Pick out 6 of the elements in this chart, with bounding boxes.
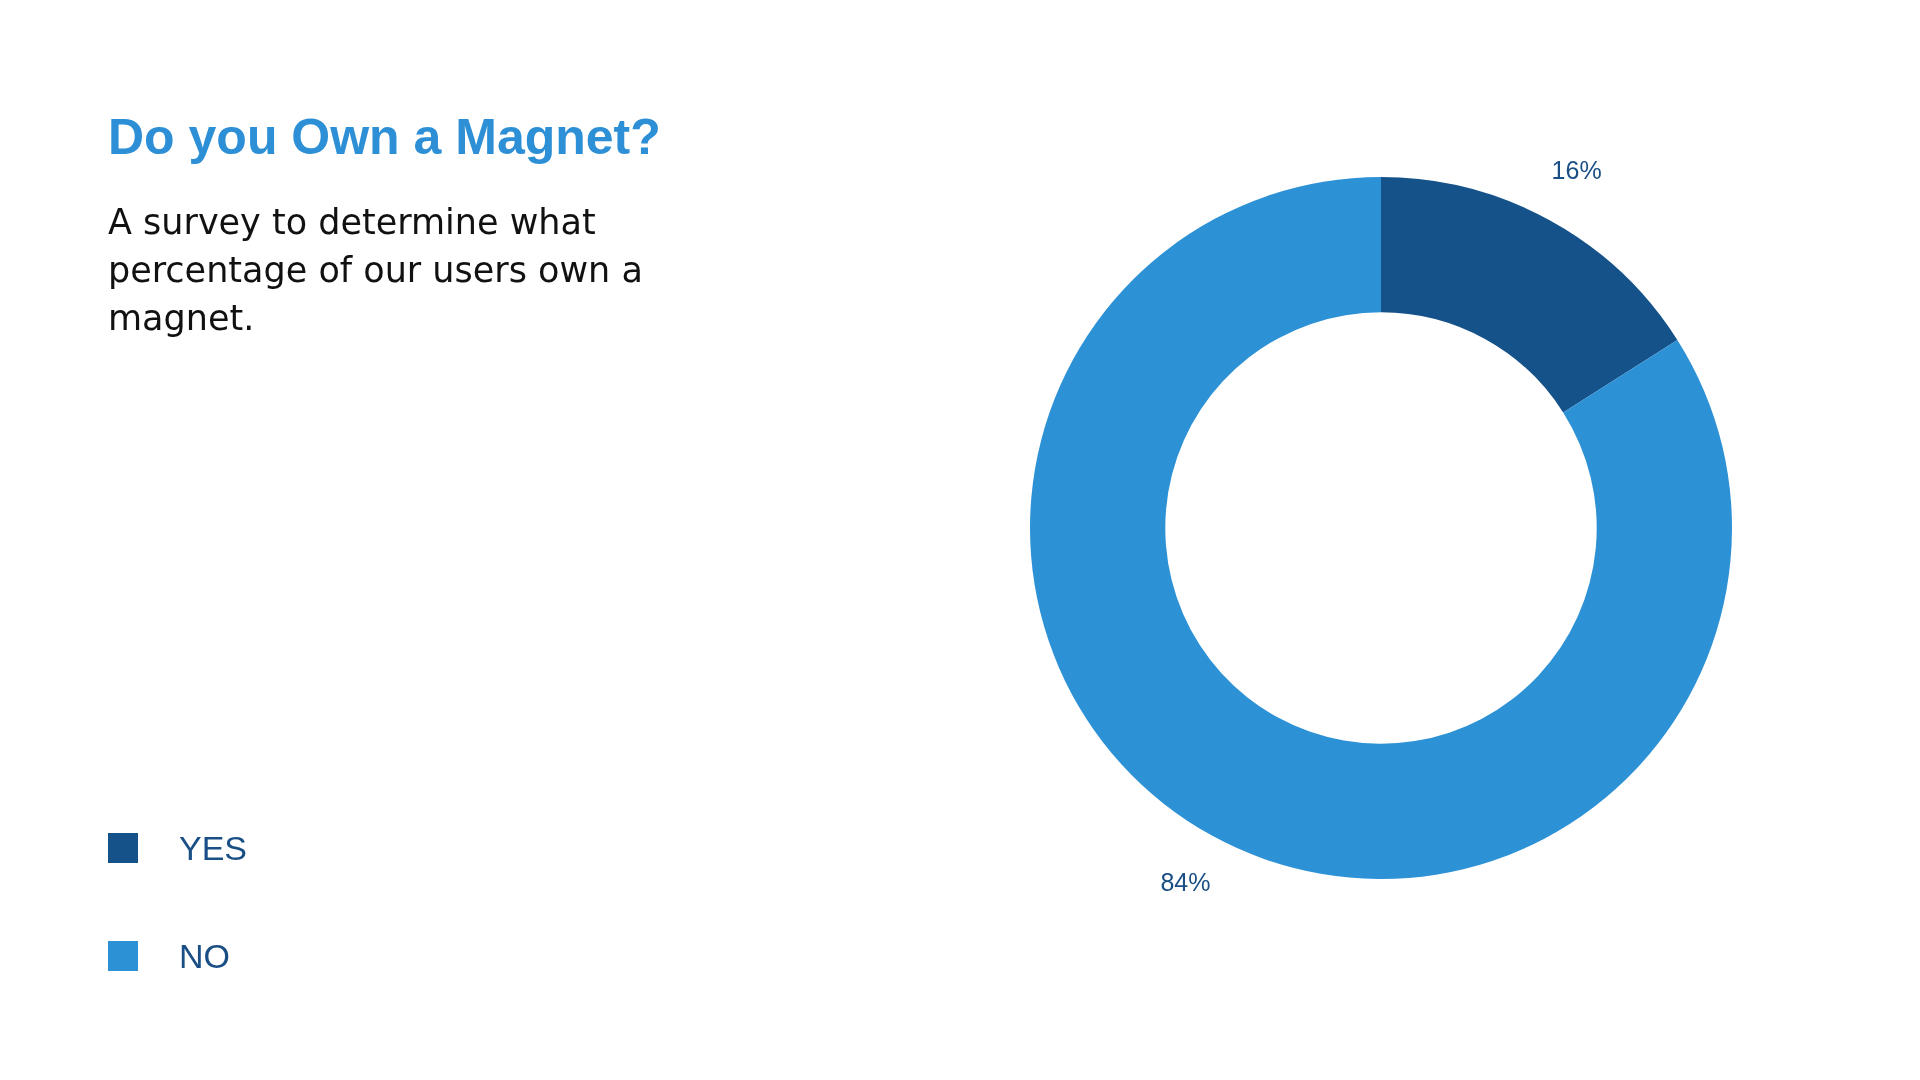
text: A survey to determine what percentage of our users own a magnet. (108, 201, 644, 340)
legend-label: NO (179, 936, 230, 976)
legend-label: YES (179, 828, 248, 868)
chart-title: Do you Own a Magnet? (108, 108, 661, 166)
data-label: 16% (1551, 156, 1602, 185)
data-label: 84% (1160, 867, 1211, 896)
